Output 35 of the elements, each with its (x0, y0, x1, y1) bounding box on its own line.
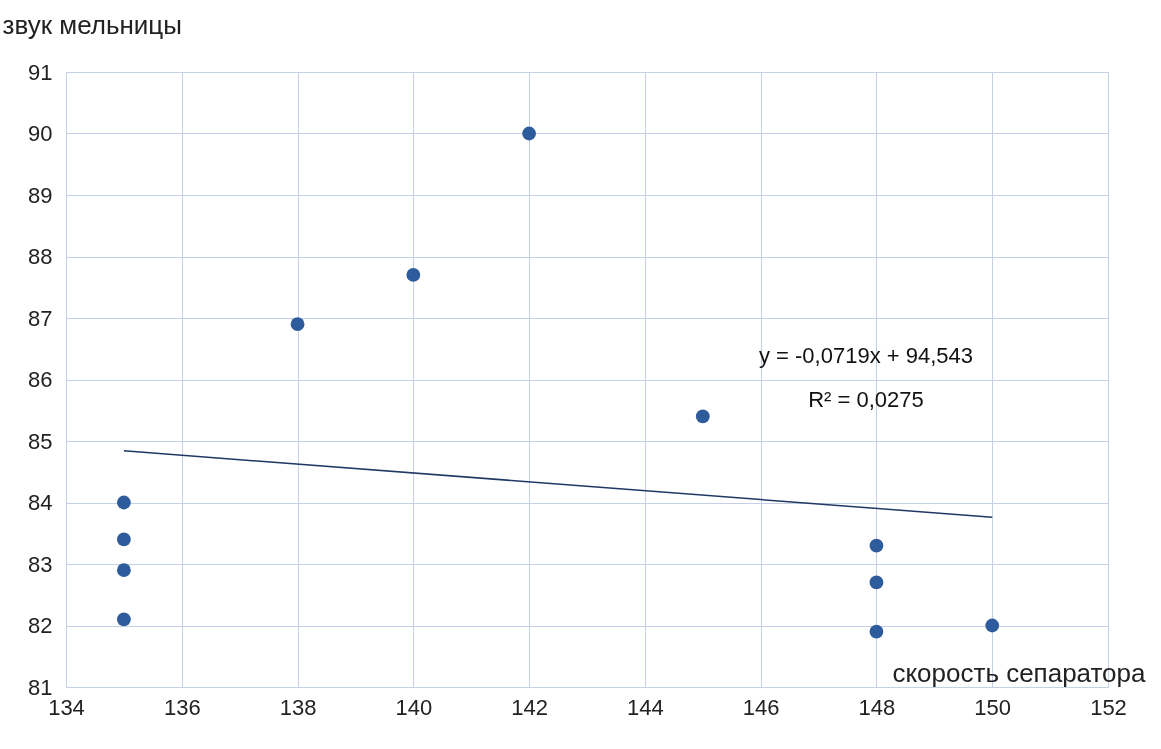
x-tick-label: 144 (627, 694, 664, 720)
x-axis-title: скорость сепаратора (892, 657, 1147, 688)
point (117, 563, 131, 578)
y-tick-label: 91 (28, 59, 53, 85)
x-tick-label: 146 (742, 694, 780, 720)
point (985, 618, 1000, 633)
y-tick-label: 89 (28, 182, 53, 208)
x-tick-label: 152 (1090, 694, 1127, 720)
y-tick-label: 82 (28, 613, 53, 638)
y-tick-label: 84 (28, 490, 53, 515)
x-tick-label: 148 (858, 694, 896, 720)
point (522, 126, 536, 141)
point (117, 495, 131, 510)
x-tick-label: 150 (974, 694, 1012, 720)
y-tick-label: 83 (28, 551, 53, 577)
point (869, 624, 884, 639)
x-tick-label: 136 (163, 694, 201, 720)
point (406, 268, 421, 282)
y-tick-label: 87 (28, 305, 53, 331)
annotation: R² = 0,0275 (808, 387, 924, 412)
y-tick-label: 88 (28, 244, 53, 269)
point (869, 575, 884, 590)
point (117, 532, 131, 547)
x-tick-label: 140 (395, 694, 433, 720)
point (869, 538, 884, 553)
y-tick-label: 85 (28, 428, 53, 454)
point (117, 612, 131, 627)
x-tick-label: 142 (511, 694, 548, 720)
y-tick-label: 86 (28, 367, 53, 392)
y-tick-label: 90 (28, 121, 53, 146)
y-axis-title: звук мельницы (2, 9, 182, 40)
point (695, 409, 710, 424)
x-tick-label: 138 (279, 694, 317, 720)
point (290, 317, 305, 332)
annotation: y = -0,0719x + 94,543 (758, 343, 974, 368)
